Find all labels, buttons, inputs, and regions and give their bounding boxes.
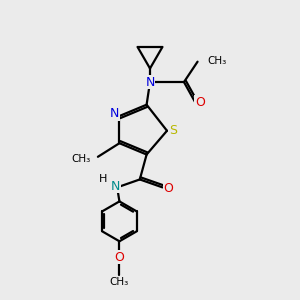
Text: CH₃: CH₃ — [72, 154, 91, 164]
Text: S: S — [169, 124, 177, 137]
Text: N: N — [111, 180, 120, 193]
Text: O: O — [115, 250, 124, 264]
Text: CH₃: CH₃ — [110, 277, 129, 287]
Text: N: N — [145, 76, 155, 88]
Text: H: H — [99, 174, 107, 184]
Text: CH₃: CH₃ — [208, 56, 227, 65]
Text: O: O — [163, 182, 173, 195]
Text: N: N — [110, 107, 119, 120]
Text: O: O — [195, 96, 205, 109]
